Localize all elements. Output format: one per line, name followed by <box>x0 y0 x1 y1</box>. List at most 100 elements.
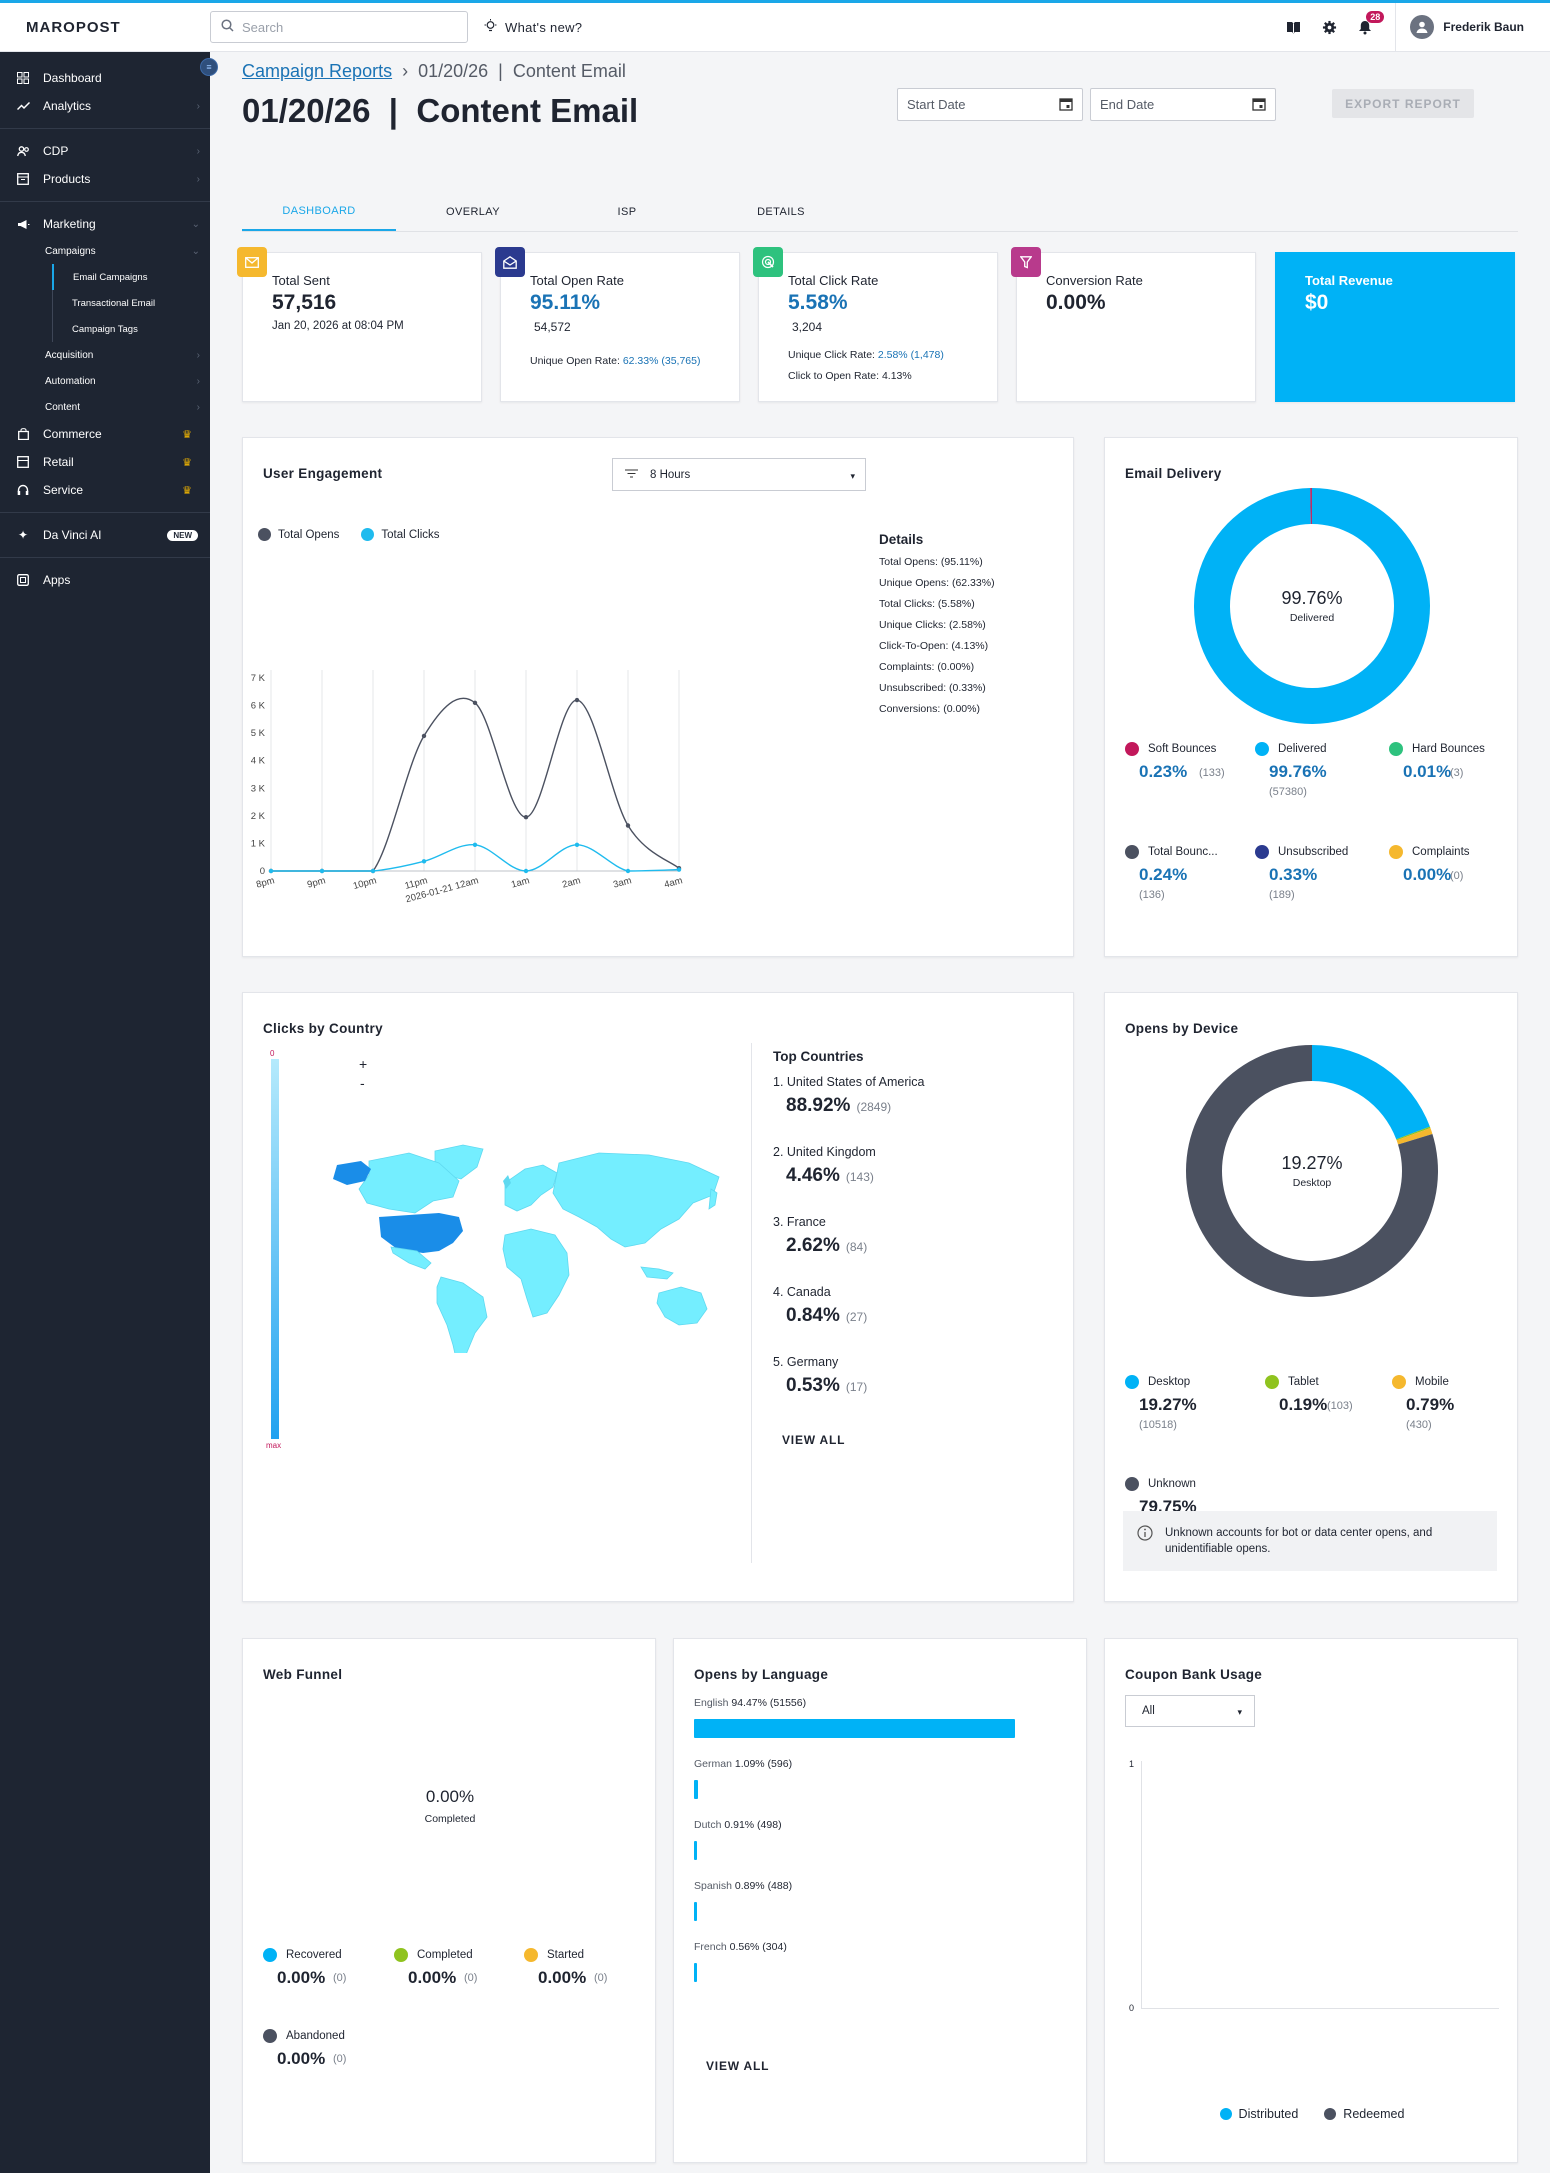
gear-icon[interactable] <box>1311 20 1347 35</box>
sidebar-item-transactional-email[interactable]: Transactional Email <box>52 290 210 316</box>
zoom-out-button[interactable]: - <box>360 1075 365 1091</box>
language-bar[interactable] <box>694 1963 697 1982</box>
donut-segment-delivered[interactable] <box>1194 488 1430 724</box>
sidebar-item-retail[interactable]: Retail ♛ <box>0 448 210 476</box>
book-icon[interactable] <box>1275 21 1311 34</box>
data-point[interactable] <box>676 867 682 872</box>
donut-segment-tablet[interactable] <box>1396 1126 1431 1141</box>
legend-stat-completed[interactable]: Completed 0.00% (0) <box>394 1948 514 2008</box>
legend-stat-abandoned[interactable]: Abandoned 0.00% (0) <box>263 2029 383 2089</box>
language-bar[interactable] <box>694 1841 698 1860</box>
legend-stat-delivered[interactable]: Delivered 99.76% (57380) <box>1255 742 1375 802</box>
details-title: Details <box>879 532 924 547</box>
legend-item-distributed[interactable]: Distributed <box>1219 2107 1298 2121</box>
data-point[interactable] <box>523 815 529 820</box>
country-list-item[interactable]: 4. Canada 0.84% (27) <box>773 1285 1013 1345</box>
legend-stat-tablet[interactable]: Tablet 0.19% (103) <box>1265 1375 1385 1435</box>
export-report-button[interactable]: EXPORT REPORT <box>1332 89 1474 118</box>
legend-stat-started[interactable]: Started 0.00% (0) <box>524 1948 644 2008</box>
sidebar-item-automation[interactable]: Automation › <box>0 368 210 394</box>
country-percent: 0.53% <box>786 1375 840 1396</box>
country-percent: 2.62% <box>786 1235 840 1256</box>
legend-stat-hard-bounces[interactable]: Hard Bounces 0.01% (3) <box>1389 742 1509 802</box>
start-date-field[interactable]: Start Date <box>897 88 1083 121</box>
legend-swatch <box>258 528 271 541</box>
breadcrumb-current: 01/20/26 | Content Email <box>418 61 626 81</box>
country-list-item[interactable]: 2. United Kingdom 4.46% (143) <box>773 1145 1013 1205</box>
tab-isp[interactable]: ISP <box>617 205 637 218</box>
data-point[interactable] <box>625 868 631 874</box>
tab-overlay[interactable]: OVERLAY <box>446 205 500 218</box>
sidebar-item-dashboard[interactable]: Dashboard <box>0 64 210 92</box>
language-bar[interactable] <box>694 1719 1016 1738</box>
trend-icon <box>16 99 30 113</box>
legend-item-redeemed[interactable]: Redeemed <box>1324 2107 1404 2121</box>
sidebar-item-marketing[interactable]: Marketing ⌄ <box>0 210 210 238</box>
sidebar-item-analytics[interactable]: Analytics › <box>0 92 210 120</box>
top-right-actions: 28 Frederik Baun <box>1275 3 1550 51</box>
legend-stat-complaints[interactable]: Complaints 0.00% (0) <box>1389 845 1509 905</box>
data-point[interactable] <box>319 868 325 874</box>
tab-dashboard[interactable]: DASHBOARD <box>242 192 396 231</box>
donut-segment-soft-bounces[interactable] <box>1310 488 1312 525</box>
legend-stat-soft-bounces[interactable]: Soft Bounces 0.23% (133) <box>1125 742 1245 802</box>
apps-icon <box>16 573 30 587</box>
tab-details[interactable]: DETAILS <box>757 205 805 218</box>
data-point[interactable] <box>574 842 580 848</box>
sidebar-item-campaign-tags[interactable]: Campaign Tags <box>52 316 210 342</box>
sidebar-item-service[interactable]: Service ♛ <box>0 476 210 504</box>
legend-count: (3) <box>1450 767 1464 779</box>
time-range-select[interactable]: 8 Hours ▾ <box>612 458 866 491</box>
legend-item-opens[interactable]: Total Opens <box>258 528 339 541</box>
sidebar-item-apps[interactable]: Apps <box>0 566 210 594</box>
sidebar-item-commerce[interactable]: Commerce ♛ <box>0 420 210 448</box>
end-date-field[interactable]: End Date <box>1090 88 1276 121</box>
donut-center-value: 99.76% <box>1281 588 1343 608</box>
sidebar-item-content[interactable]: Content › <box>0 394 210 420</box>
data-point[interactable] <box>472 842 478 848</box>
country-list-item[interactable]: 3. France 2.62% (84) <box>773 1215 1013 1275</box>
view-all-languages-link[interactable]: VIEW ALL <box>706 2059 770 2073</box>
sidebar-item-email-campaigns[interactable]: Email Campaigns <box>52 264 210 290</box>
sidebar-item-cdp[interactable]: CDP › <box>0 137 210 165</box>
zoom-in-button[interactable]: + <box>359 1056 368 1072</box>
sidebar-item-da-vinci-ai[interactable]: ✦ Da Vinci AI NEW <box>0 521 210 549</box>
maropost-logo[interactable]: MAROPOST <box>26 18 121 36</box>
legend-item-clicks[interactable]: Total Clicks <box>361 528 440 541</box>
sidebar-item-products[interactable]: Products › <box>0 165 210 193</box>
data-point[interactable] <box>472 700 478 706</box>
data-point[interactable] <box>421 859 427 864</box>
legend-count: (10518) <box>1139 1419 1177 1431</box>
language-bar[interactable] <box>694 1780 698 1799</box>
legend-stat-recovered[interactable]: Recovered 0.00% (0) <box>263 1948 383 2008</box>
legend-stat-mobile[interactable]: Mobile 0.79% (430) <box>1392 1375 1512 1435</box>
coupon-filter-select[interactable]: All ▾ <box>1125 1695 1255 1727</box>
language-bar[interactable] <box>694 1902 698 1921</box>
donut-segment-desktop[interactable] <box>1312 1045 1430 1140</box>
collapse-sidebar-button[interactable]: ≡ <box>200 58 218 76</box>
legend-stat-total-bounc[interactable]: Total Bounc... 0.24% (136) <box>1125 845 1245 905</box>
breadcrumb-link-campaign-reports[interactable]: Campaign Reports <box>242 61 393 81</box>
search-input[interactable]: Search <box>210 11 468 43</box>
data-point[interactable] <box>421 733 427 739</box>
user-menu[interactable]: Frederik Baun <box>1395 3 1550 51</box>
map-south-america <box>436 1276 488 1353</box>
whats-new-button[interactable]: What's new? <box>484 18 582 36</box>
view-all-countries-link[interactable]: VIEW ALL <box>782 1433 846 1447</box>
data-point[interactable] <box>523 868 529 874</box>
bell-icon[interactable]: 28 <box>1347 10 1385 35</box>
sidebar-item-campaigns[interactable]: Campaigns ⌄ <box>0 238 210 264</box>
data-point[interactable] <box>574 697 580 703</box>
legend-stat-unsubscribed[interactable]: Unsubscribed 0.33% (189) <box>1255 845 1375 905</box>
data-point[interactable] <box>370 868 376 874</box>
country-list-item[interactable]: 5. Germany 0.53% (17) <box>773 1355 1013 1415</box>
sidebar-item-acquisition[interactable]: Acquisition › <box>0 342 210 368</box>
data-point[interactable] <box>268 868 274 874</box>
calendar-icon[interactable] <box>1252 97 1266 114</box>
calendar-icon[interactable] <box>1059 97 1073 114</box>
legend-stat-desktop[interactable]: Desktop 19.27% (10518) <box>1125 1375 1245 1435</box>
donut-segment-mobile[interactable] <box>1396 1128 1433 1145</box>
country-list-item[interactable]: 1. United States of America 88.92% (2849) <box>773 1075 1013 1135</box>
data-point[interactable] <box>625 823 631 828</box>
world-map[interactable] <box>329 1143 749 1353</box>
